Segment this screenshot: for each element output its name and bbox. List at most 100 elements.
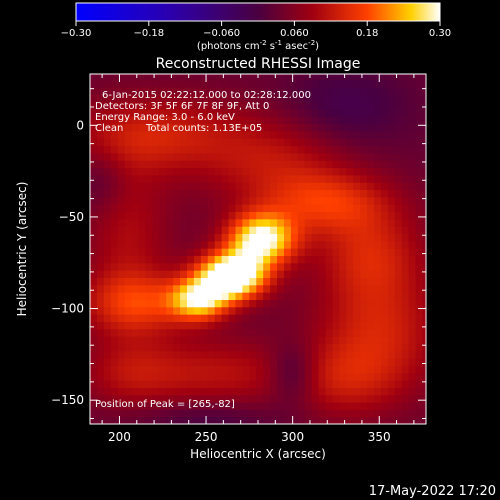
heatmap-cell xyxy=(270,314,278,322)
heatmap-cell xyxy=(131,145,140,154)
heatmap-cell xyxy=(408,394,417,403)
heatmap-cell xyxy=(117,409,126,418)
heatmap-cell xyxy=(110,130,119,139)
heatmap-cell xyxy=(374,160,382,169)
heatmap-cell xyxy=(207,138,216,147)
heatmap-cell xyxy=(374,387,382,396)
heatmap-cell xyxy=(311,277,320,286)
heatmap-cell xyxy=(117,152,126,161)
heatmap-cell xyxy=(311,138,320,147)
heatmap-cell xyxy=(124,86,133,95)
heatmap-cell xyxy=(249,240,257,249)
heatmap-cell xyxy=(353,255,361,264)
heatmap-cell xyxy=(138,233,147,242)
heatmap-cell xyxy=(311,336,320,344)
heatmap-cell xyxy=(110,145,119,154)
heatmap-cell xyxy=(380,196,389,205)
heatmap-cell xyxy=(422,196,426,205)
heatmap-cell xyxy=(200,160,209,169)
heatmap-cell xyxy=(221,365,230,374)
heatmap-cell xyxy=(387,358,396,366)
heatmap-cell xyxy=(173,74,181,81)
heatmap-cell xyxy=(415,358,424,366)
heatmap-cell xyxy=(235,409,244,418)
heatmap-cell xyxy=(103,416,112,424)
heatmap-cell xyxy=(270,211,278,220)
heatmap-cell xyxy=(283,123,292,132)
heatmap-cell xyxy=(325,74,334,81)
heatmap-cell xyxy=(228,196,237,205)
heatmap-cell xyxy=(304,218,313,227)
heatmap-cell xyxy=(117,292,126,300)
heatmap-cell xyxy=(152,74,160,81)
heatmap-cell xyxy=(249,108,257,117)
heatmap-cell xyxy=(256,402,264,410)
heatmap-cell xyxy=(193,182,202,191)
heatmap-cell xyxy=(415,387,424,396)
heatmap-cell xyxy=(332,372,340,381)
heatmap-cell xyxy=(242,167,250,176)
heatmap-cell xyxy=(193,116,202,125)
heatmap-cell xyxy=(318,123,327,132)
heatmap-cell xyxy=(256,116,264,125)
heatmap-cell xyxy=(422,350,426,359)
heatmap-cell xyxy=(117,74,126,81)
heatmap-cell xyxy=(380,189,389,198)
heatmap-cell xyxy=(380,394,389,403)
heatmap-cell xyxy=(367,248,375,257)
heatmap-cell xyxy=(131,86,140,95)
heatmap-cell xyxy=(207,350,216,359)
heatmap-cell xyxy=(193,204,202,213)
heatmap-cell xyxy=(346,314,354,322)
heatmap-cell xyxy=(256,226,264,235)
heatmap-cell xyxy=(145,74,153,81)
heatmap-cell xyxy=(193,321,202,330)
heatmap-cell xyxy=(166,277,174,286)
heatmap-cell xyxy=(242,145,250,154)
heatmap-cell xyxy=(297,292,306,300)
heatmap-cell xyxy=(401,314,410,322)
heatmap-cell xyxy=(353,350,361,359)
heatmap-cell xyxy=(131,174,140,183)
heatmap-cell xyxy=(401,255,410,264)
heatmap-cell xyxy=(374,211,382,220)
heatmap-cell xyxy=(173,394,181,403)
heatmap-cell xyxy=(387,336,396,344)
heatmap-cell xyxy=(263,167,271,176)
heatmap-cell xyxy=(290,189,299,198)
heatmap-cell xyxy=(374,299,382,308)
heatmap-cell xyxy=(159,328,167,337)
heatmap-cell xyxy=(332,343,340,352)
heatmap-cell xyxy=(332,94,340,103)
heatmap-cell xyxy=(325,409,334,418)
heatmap-cell xyxy=(422,74,426,81)
heatmap-cell xyxy=(242,226,250,235)
heatmap-cell xyxy=(131,79,140,88)
heatmap-cell xyxy=(415,211,424,220)
heatmap-cell xyxy=(325,248,334,257)
heatmap-cell xyxy=(145,130,153,139)
heatmap-cell xyxy=(290,372,299,381)
heatmap-cell xyxy=(180,123,188,132)
heatmap-cell xyxy=(283,365,292,374)
heatmap-cell xyxy=(124,336,133,344)
heatmap-cell xyxy=(387,402,396,410)
heatmap-cell xyxy=(256,306,264,315)
heatmap-cell xyxy=(242,416,250,424)
heatmap-cell xyxy=(152,160,160,169)
heatmap-cell xyxy=(270,167,278,176)
heatmap-cell xyxy=(193,387,202,396)
heatmap-cell xyxy=(311,240,320,249)
heatmap-cell xyxy=(353,343,361,352)
heatmap-cell xyxy=(367,174,375,183)
heatmap-cell xyxy=(270,101,278,110)
heatmap-cell xyxy=(290,123,299,132)
heatmap-cell xyxy=(277,204,285,213)
heatmap-cell xyxy=(415,380,424,388)
heatmap-cell xyxy=(96,321,105,330)
heatmap-cell xyxy=(228,365,237,374)
heatmap-cell xyxy=(228,218,237,227)
heatmap-cell xyxy=(90,94,98,103)
heatmap-cell xyxy=(263,218,271,227)
heatmap-cell xyxy=(277,350,285,359)
